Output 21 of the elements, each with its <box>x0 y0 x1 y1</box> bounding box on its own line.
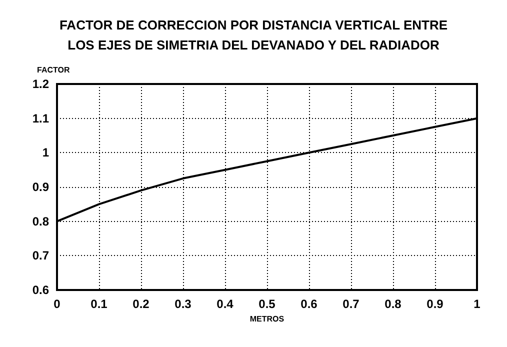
x-tick-label: 1 <box>474 297 481 311</box>
x-tick-label: 0.9 <box>426 297 444 311</box>
x-tick-label: 0.8 <box>384 297 402 311</box>
y-tick-label: 0.7 <box>32 248 50 263</box>
y-tick-label: 1 <box>42 146 50 160</box>
x-tick-label: 0.2 <box>132 297 150 311</box>
y-axis-title: FACTOR <box>37 66 70 74</box>
x-tick-label: 0.7 <box>342 297 360 311</box>
x-tick-label: 0.1 <box>90 297 108 311</box>
x-axis-title: METROS <box>250 314 285 324</box>
y-tick-label: 1.1 <box>32 111 50 126</box>
y-tick-label: 0.6 <box>32 283 50 297</box>
x-tick-label: 0 <box>54 297 61 311</box>
y-tick-label: 1.2 <box>32 77 50 91</box>
y-tick-label: 0.9 <box>32 180 50 194</box>
y-tick-label: 0.8 <box>32 214 50 228</box>
chart-title: FACTOR DE CORRECCION POR DISTANCIA VERTICAL ENTRE LOS EJES DE SIMETRIA DEL DEVANADO Y DEL RADIADOR <box>59 18 448 52</box>
x-tick-label: 0.3 <box>174 297 192 311</box>
x-tick-label: 0.4 <box>216 297 234 311</box>
x-tick-label: 0.5 <box>258 297 276 311</box>
x-tick-label: 0.6 <box>300 297 318 311</box>
